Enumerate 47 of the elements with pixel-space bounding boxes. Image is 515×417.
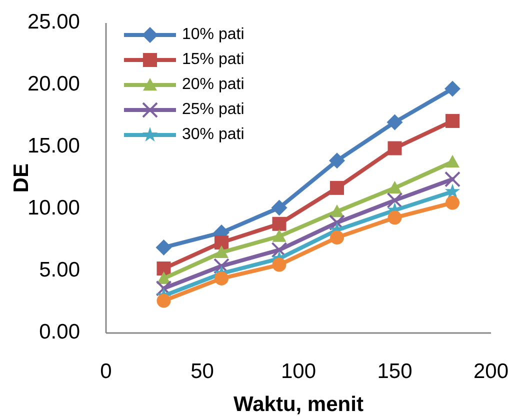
x-tick-label: 150 bbox=[377, 360, 412, 383]
point bbox=[388, 141, 402, 156]
point bbox=[272, 216, 286, 231]
point bbox=[156, 262, 171, 276]
point bbox=[329, 152, 345, 169]
point bbox=[214, 235, 228, 250]
point bbox=[272, 229, 286, 242]
x-axis-title: Waktu, menit bbox=[234, 393, 364, 416]
point bbox=[156, 239, 172, 256]
point bbox=[444, 80, 460, 97]
point bbox=[444, 171, 460, 188]
legend-label: 15% pati bbox=[182, 51, 244, 68]
x-tick-label: 100 bbox=[280, 360, 316, 383]
x-tick-label: 50 bbox=[190, 360, 214, 383]
point bbox=[156, 280, 172, 296]
point bbox=[386, 192, 403, 208]
y-tick-label: 10.00 bbox=[27, 196, 80, 220]
point bbox=[271, 242, 288, 258]
legend-label: 25% pati bbox=[182, 101, 244, 118]
point bbox=[446, 196, 460, 210]
point bbox=[330, 204, 344, 218]
y-tick-label: 20.00 bbox=[27, 72, 80, 96]
legend-label: 20% pati bbox=[182, 76, 244, 94]
x-tick-label: 200 bbox=[473, 360, 509, 383]
legend-label: 10% pati bbox=[182, 26, 244, 44]
x-tick-label: 0 bbox=[100, 360, 112, 383]
point bbox=[330, 230, 344, 245]
y-axis-title: DE bbox=[10, 163, 33, 193]
legend-label: 30% pati bbox=[182, 126, 244, 144]
point bbox=[330, 180, 344, 195]
point bbox=[214, 245, 228, 258]
point bbox=[444, 184, 460, 198]
point bbox=[272, 258, 286, 272]
y-tick-label: 15.00 bbox=[27, 134, 80, 158]
point bbox=[214, 271, 228, 286]
point bbox=[388, 210, 402, 225]
y-tick-label: 0.00 bbox=[39, 320, 80, 344]
point bbox=[156, 294, 171, 308]
point bbox=[271, 200, 288, 216]
point bbox=[388, 180, 402, 194]
point bbox=[446, 114, 460, 128]
y-tick-label: 25.00 bbox=[27, 10, 80, 34]
point bbox=[386, 114, 403, 130]
point bbox=[446, 154, 460, 168]
point bbox=[214, 258, 230, 274]
point bbox=[329, 214, 345, 231]
y-tick-label: 5.00 bbox=[39, 258, 80, 282]
